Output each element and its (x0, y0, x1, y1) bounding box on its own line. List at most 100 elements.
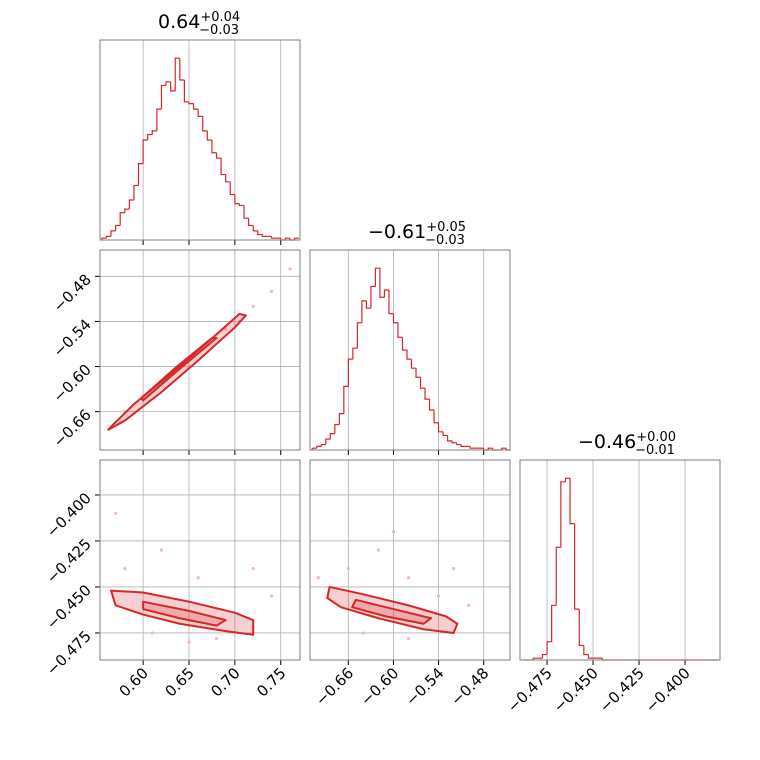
title-value: −0.46 (578, 431, 636, 453)
title-value: −0.61 (368, 221, 426, 243)
histogram-step (370, 285, 376, 309)
histogram-step (374, 267, 380, 287)
title-lower: −0.03 (425, 233, 465, 248)
title-upper: +0.04 (200, 10, 240, 25)
histogram-step (220, 158, 226, 176)
x-tick-label: 0.60 (116, 664, 152, 700)
histogram-step (174, 57, 180, 91)
panel-frame (519, 459, 721, 661)
histogram-step (225, 174, 231, 183)
histogram-step (551, 604, 557, 642)
histogram-step (119, 212, 125, 226)
histogram-step (501, 447, 507, 450)
x-tick-label: −0.66 (312, 664, 357, 709)
histogram-step (192, 103, 199, 110)
title-lower: −0.03 (199, 23, 239, 38)
sample-point (376, 548, 381, 552)
sample-point (159, 548, 164, 552)
histogram-step (460, 444, 466, 447)
histogram-step (338, 413, 344, 425)
sample-point (233, 585, 237, 589)
histogram-step (442, 431, 448, 437)
histogram-step (583, 645, 589, 656)
y-tick-label: −0.54 (50, 316, 95, 361)
histogram-step (379, 268, 385, 298)
histogram-step (170, 81, 176, 92)
sample-point (123, 566, 127, 571)
histogram-step (392, 313, 398, 324)
histogram-step (428, 399, 435, 411)
histogram-step (243, 205, 249, 219)
histogram-step (487, 447, 493, 450)
histogram-step (388, 290, 394, 315)
panel-frame (99, 459, 301, 661)
histogram-step (574, 523, 580, 610)
y-tick-label: −0.400 (43, 489, 95, 541)
histogram-step (188, 101, 194, 105)
histogram-step (410, 359, 417, 369)
sample-point (251, 566, 255, 571)
histogram-step (202, 116, 208, 132)
x-tick-label: 0.65 (161, 664, 197, 700)
x-tick-label: −0.60 (357, 664, 402, 709)
histogram-step (383, 289, 389, 298)
panel-frame (99, 39, 301, 241)
histogram-step (229, 181, 235, 196)
x-tick-label: −0.48 (447, 664, 492, 709)
sample-point (406, 636, 411, 641)
histogram-step (437, 422, 444, 433)
title-upper: +0.00 (636, 430, 676, 445)
histogram-step (456, 442, 462, 446)
sample-point (452, 566, 456, 571)
param-title: −0.61+0.05 −0.03 (368, 220, 466, 248)
title-lower: −0.01 (635, 443, 675, 458)
panel-frame (309, 459, 511, 661)
histogram-step (424, 388, 430, 400)
histogram-step (587, 654, 594, 659)
histogram-step (156, 108, 162, 131)
contour (351, 598, 433, 625)
histogram-step (110, 230, 116, 237)
sample-point (150, 631, 154, 635)
x-tick-label: −0.400 (642, 664, 694, 716)
y-tick-label: −0.475 (43, 627, 95, 679)
histogram-step (347, 358, 353, 387)
histogram-step (311, 447, 317, 450)
title-upper: +0.05 (426, 220, 466, 235)
histogram-step (101, 237, 107, 240)
histogram-step (124, 208, 130, 213)
histogram-step (352, 347, 358, 360)
sample-point (196, 576, 200, 580)
histogram-step (183, 80, 189, 103)
sample-point (214, 636, 219, 641)
histogram-step (356, 322, 362, 349)
histogram-step (419, 377, 426, 389)
histogram-step (160, 84, 167, 110)
panel-frame (99, 249, 301, 451)
sample-point (361, 631, 365, 635)
histogram-step (261, 234, 267, 237)
param-title: −0.46+0.00 −0.01 (578, 430, 676, 458)
histogram-step (114, 224, 121, 231)
y-tick-label: −0.425 (43, 535, 95, 587)
histogram-step (469, 446, 475, 449)
histogram-step (397, 322, 403, 338)
x-tick-label: 0.75 (253, 664, 289, 700)
histogram-step (546, 641, 552, 655)
param-title: 0.64+0.04 −0.03 (158, 10, 240, 38)
y-tick-label: −0.48 (50, 270, 95, 315)
histogram-step (105, 235, 112, 239)
x-tick-label: −0.54 (402, 664, 447, 709)
histogram-step (569, 478, 575, 525)
histogram-step (401, 337, 407, 351)
histogram-step (137, 163, 144, 186)
sample-point (467, 603, 471, 607)
title-value: 0.64 (158, 11, 200, 33)
y-tick-label: −0.60 (50, 361, 95, 406)
y-tick-label: −0.450 (43, 581, 95, 633)
histogram-step (270, 236, 277, 239)
histogram-step (284, 237, 290, 240)
histogram-step (446, 435, 453, 442)
sample-point (406, 576, 411, 580)
sample-point (187, 640, 191, 644)
